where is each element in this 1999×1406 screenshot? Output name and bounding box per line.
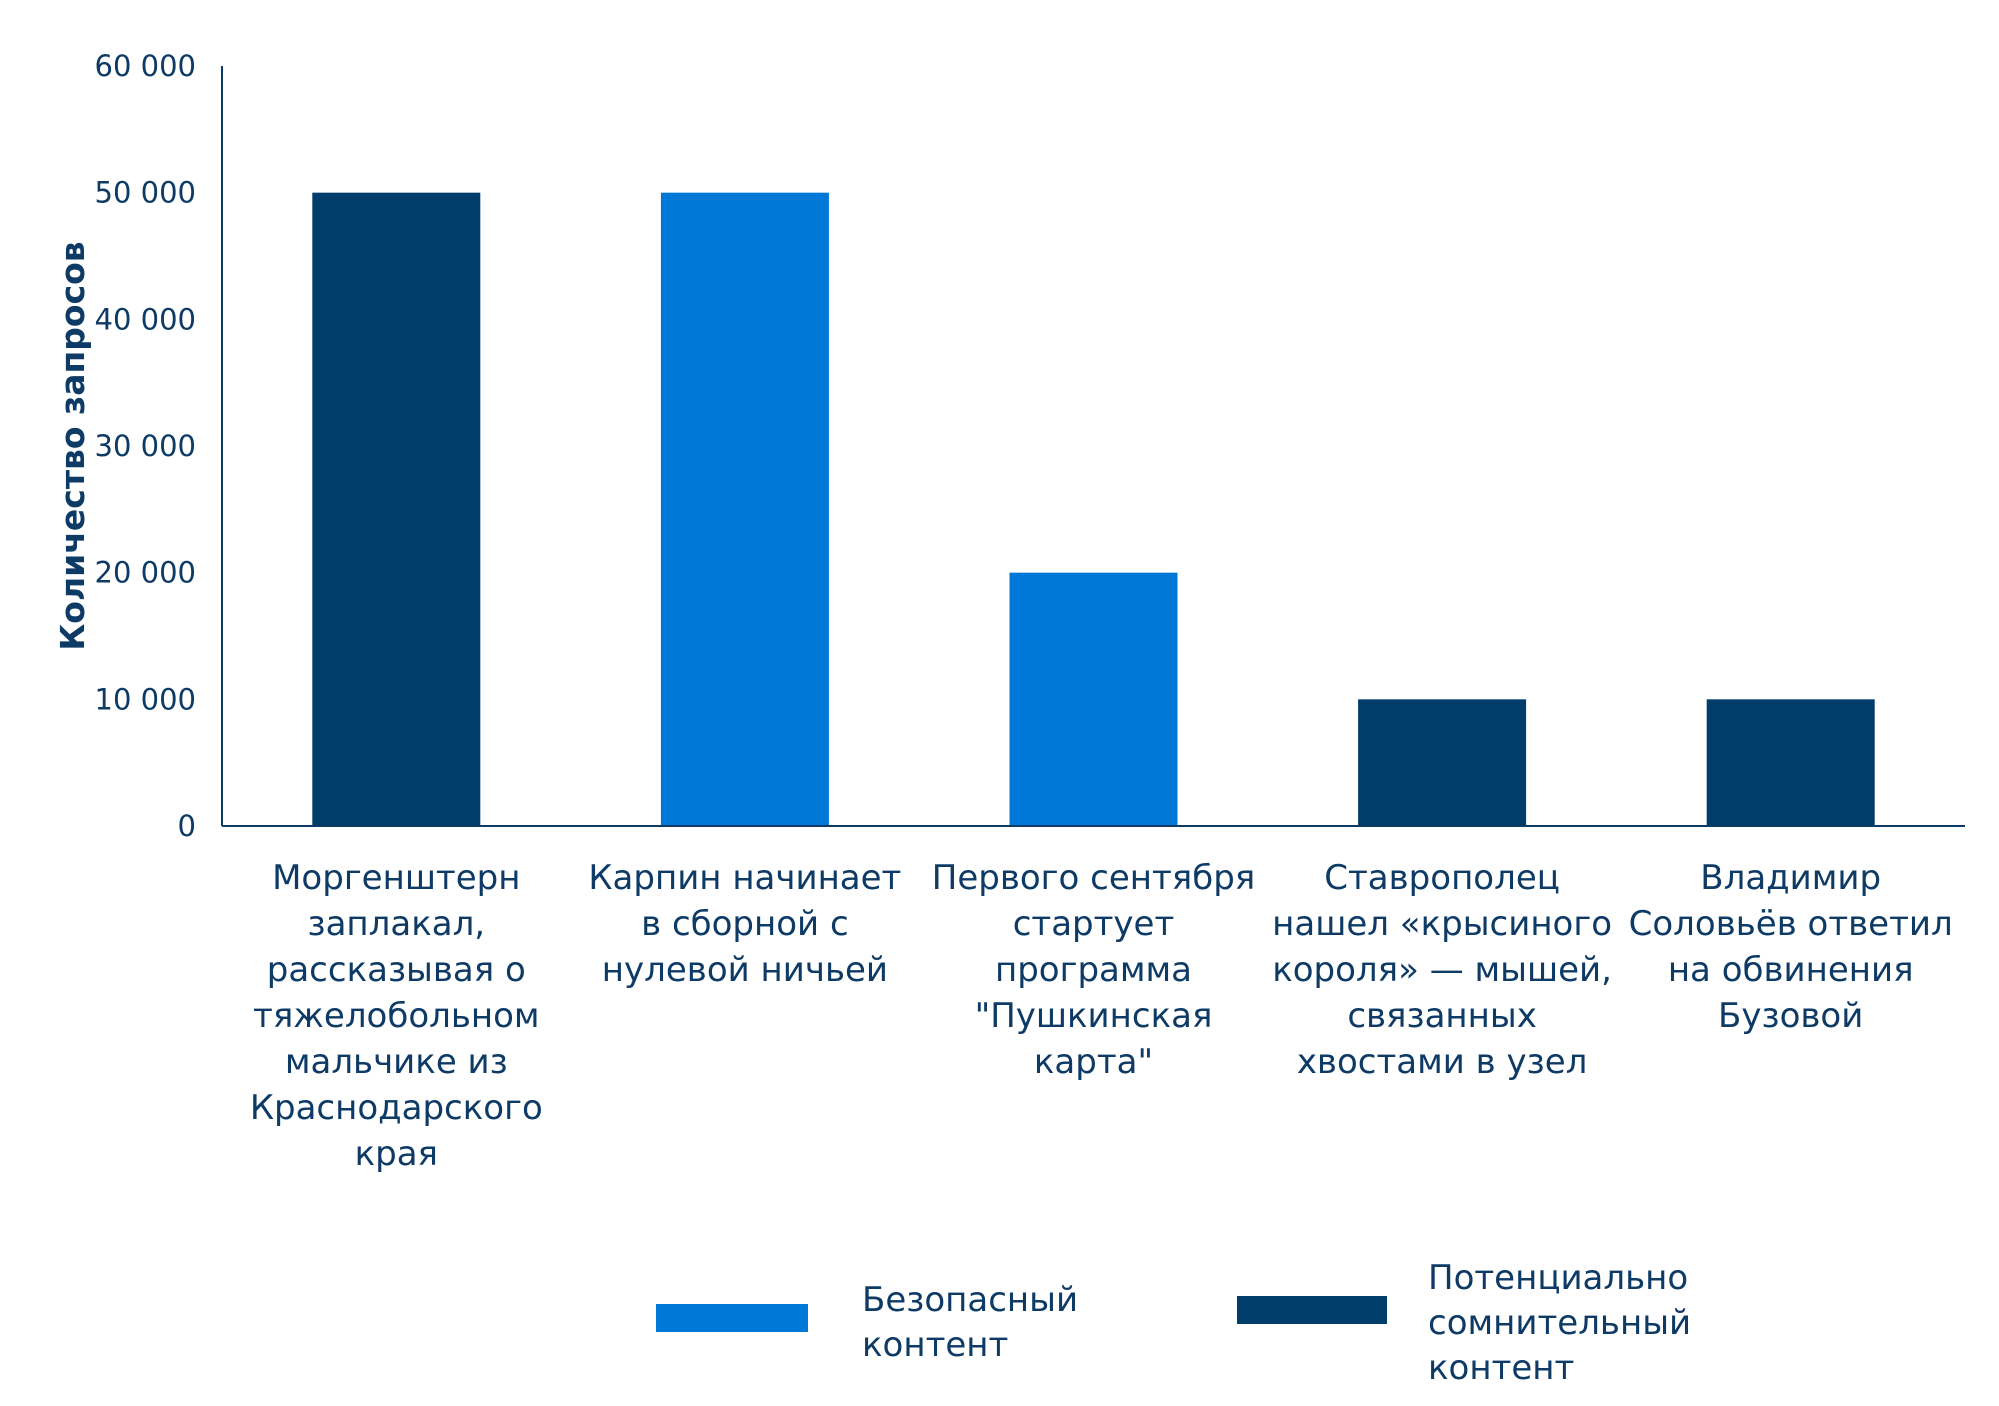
y-tick-label: 50 000 <box>95 176 196 210</box>
category-label: Моргенштерн заплакал, рассказывая о тяже… <box>249 858 543 1174</box>
y-axis-label: Количество запросов <box>53 241 92 650</box>
legend-label-suspicious: Потенциально сомнительный контент <box>1428 1258 1692 1388</box>
y-tick-label: 20 000 <box>95 556 196 590</box>
bar-3 <box>1009 572 1178 826</box>
category-label: Ставрополец нашел «крысиного короля» — м… <box>1272 858 1613 1082</box>
category-label: Карпин начинает в сборной с нулевой ничь… <box>588 858 902 990</box>
y-tick-label: 30 000 <box>95 429 196 463</box>
y-tick-label: 0 <box>178 809 196 843</box>
bars <box>312 192 1875 826</box>
bar-4 <box>1358 699 1527 826</box>
legend-swatch-safe <box>656 1304 808 1332</box>
bar-5 <box>1706 699 1875 826</box>
category-label: Владимир Соловьёв ответил на обвинения Б… <box>1628 858 1953 1036</box>
y-tick-label: 40 000 <box>95 302 196 336</box>
y-tick-label: 10 000 <box>95 682 196 716</box>
bar-1 <box>312 192 481 826</box>
legend-label-safe: Безопасный контент <box>862 1280 1079 1365</box>
y-tick-label: 60 000 <box>95 49 196 83</box>
y-axis-ticks: 0 10 000 20 000 30 000 40 000 50 000 60 000 <box>95 49 196 843</box>
category-label: Первого сентября стартует программа "Пуш… <box>931 858 1256 1082</box>
bar-2 <box>660 192 829 826</box>
legend-swatch-suspicious <box>1237 1296 1387 1324</box>
